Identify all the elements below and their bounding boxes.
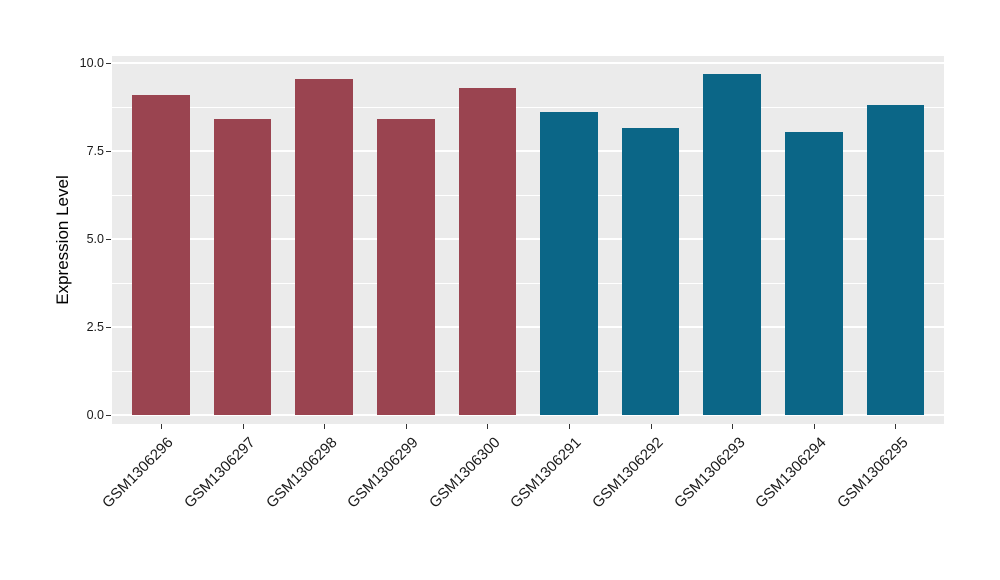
y-tick-label: 0.0 <box>86 408 104 422</box>
x-tick-mark <box>895 424 897 429</box>
x-tick-label-GSM1306291: GSM1306291 <box>507 434 586 512</box>
bar-GSM1306297 <box>213 119 272 415</box>
x-tick-label-GSM1306298: GSM1306298 <box>262 434 341 512</box>
x-tick-label-GSM1306295: GSM1306295 <box>833 434 912 512</box>
y-tick-mark <box>106 238 111 240</box>
x-tick-mark <box>569 424 570 429</box>
y-tick-mark <box>106 150 111 152</box>
plot-panel <box>112 56 944 424</box>
x-tick-label-GSM1306294: GSM1306294 <box>752 434 830 512</box>
gridline-major <box>112 62 944 64</box>
x-tick-mark <box>242 424 244 429</box>
bar-GSM1306293 <box>703 73 761 415</box>
x-tick-label-GSM1306296: GSM1306296 <box>99 434 178 512</box>
gridline-major <box>112 238 944 240</box>
x-tick-label-GSM1306299: GSM1306299 <box>344 434 422 512</box>
x-tick-mark <box>732 424 734 429</box>
y-tick-label: 10.0 <box>79 56 104 70</box>
gridline-minor <box>112 370 944 372</box>
x-tick-mark <box>813 424 815 429</box>
bar-GSM1306300 <box>458 87 517 415</box>
gridline-major <box>112 326 944 328</box>
x-tick-label-GSM1306300: GSM1306300 <box>425 434 504 512</box>
bar-GSM1306299 <box>377 119 435 415</box>
x-tick-label-GSM1306297: GSM1306297 <box>181 434 259 512</box>
y-tick-label: 7.5 <box>86 144 104 158</box>
bar-GSM1306294 <box>785 131 843 415</box>
bar-GSM1306295 <box>866 105 925 415</box>
x-tick-mark <box>650 424 652 429</box>
x-tick-label-GSM1306292: GSM1306292 <box>589 434 667 512</box>
x-tick-label-GSM1306293: GSM1306293 <box>670 434 749 512</box>
gridline-major <box>112 150 944 152</box>
x-tick-mark <box>324 424 326 429</box>
y-tick-label: 2.5 <box>86 320 104 334</box>
x-tick-mark <box>487 424 489 429</box>
bar-GSM1306292 <box>621 128 680 415</box>
y-tick-label: 5.0 <box>86 232 104 246</box>
gridline-minor <box>112 282 944 284</box>
bar-GSM1306291 <box>540 112 598 415</box>
y-tick-mark <box>106 62 111 64</box>
y-tick-mark <box>106 414 111 416</box>
bar-GSM1306298 <box>295 78 353 415</box>
x-tick-mark <box>405 424 407 429</box>
x-tick-mark <box>161 424 162 429</box>
gridline-minor <box>112 194 944 196</box>
gridline-major <box>112 414 944 416</box>
bar-GSM1306296 <box>132 94 190 415</box>
gridline-minor <box>112 106 944 108</box>
y-tick-mark <box>106 326 111 328</box>
